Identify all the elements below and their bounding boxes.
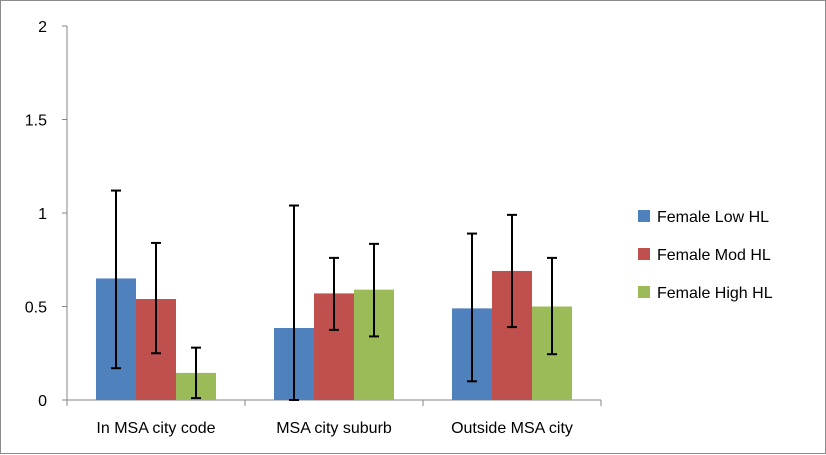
legend-label: Female Low HL	[657, 209, 769, 226]
legend-swatch	[638, 286, 650, 298]
y-tick-label: 0.5	[25, 300, 47, 317]
legend-label: Female High HL	[657, 285, 773, 302]
y-tick-label: 1.5	[25, 113, 47, 130]
legend-swatch	[638, 248, 650, 260]
legend-label: Female Mod HL	[657, 247, 771, 264]
x-tick-label: Outside MSA city	[451, 420, 573, 437]
x-tick-label: In MSA city code	[96, 420, 215, 437]
x-tick-label: MSA city suburb	[276, 420, 392, 437]
y-tick-label: 0	[38, 393, 47, 410]
legend-swatch	[638, 210, 650, 222]
y-tick-label: 2	[38, 19, 47, 36]
y-tick-label: 1	[38, 206, 47, 223]
